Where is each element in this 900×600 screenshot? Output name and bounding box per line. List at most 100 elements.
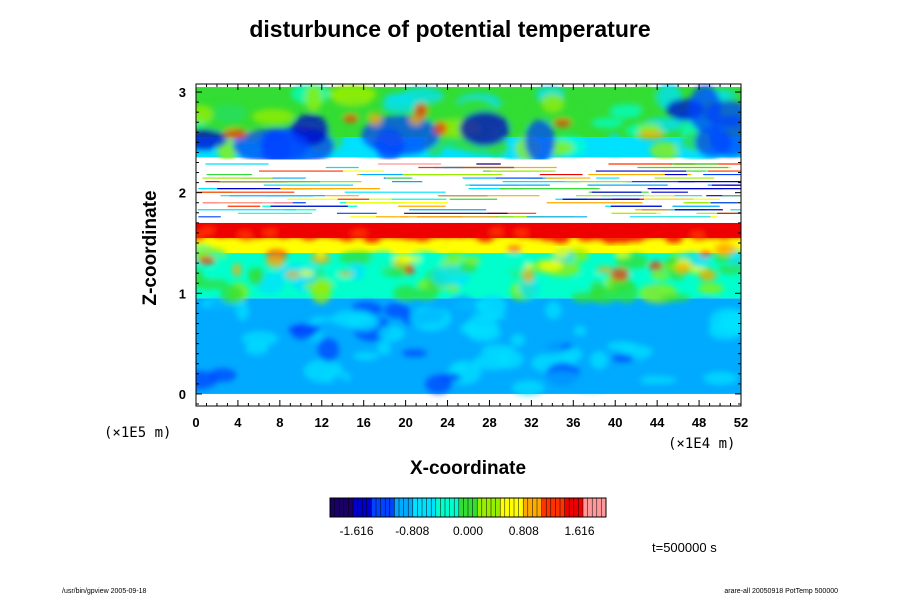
colorbar-cell [601, 498, 607, 517]
field-blob [698, 270, 717, 281]
colorbar-cell [422, 498, 427, 517]
field-blob [635, 375, 677, 385]
field-blob [562, 347, 583, 362]
field-blob [401, 349, 428, 357]
field-blob [196, 268, 204, 286]
colorbar-cell [435, 498, 441, 517]
stripe-blob [451, 227, 470, 238]
colorbar-cell [514, 498, 519, 517]
colorbar-tick-label: -0.808 [395, 524, 429, 538]
colorbar-cell [454, 498, 460, 517]
colorbar-frame [329, 497, 607, 518]
field-blob [610, 267, 630, 282]
y-axis-label: Z-coordinate [140, 190, 161, 306]
field-blob [331, 309, 375, 328]
colorbar-cell [445, 498, 450, 517]
field-blob [697, 283, 724, 294]
stripe-blob [664, 233, 683, 244]
stripe-blob [476, 232, 495, 243]
colorbar-tick-label: -1.616 [339, 524, 373, 538]
field-blob [414, 102, 428, 118]
colorbar-cell [380, 498, 386, 517]
field-blob [265, 254, 286, 268]
stripe-blob [564, 226, 583, 237]
colorbar-cell [481, 498, 487, 517]
field-blob [196, 370, 218, 390]
colorbar-cell [541, 498, 547, 517]
colorbar-cell [564, 498, 570, 517]
colorbar-cell [491, 498, 496, 517]
field-blob [719, 243, 729, 256]
colorbar-cell [366, 498, 372, 517]
heatmap-field [196, 84, 741, 396]
x-tick-label: 24 [440, 415, 455, 430]
field-blob [524, 262, 535, 270]
field-blob [634, 86, 655, 108]
colorbar-cell [394, 498, 400, 517]
field-blob [447, 339, 483, 359]
colorbar-tick-label: 1.616 [564, 524, 594, 538]
colorbar-cell [440, 498, 446, 517]
field-blob [348, 262, 366, 281]
colorbar-cell [495, 498, 501, 517]
colorbar-cell [353, 498, 358, 517]
field-blob [353, 351, 380, 361]
field-blob [545, 301, 562, 320]
field-blob [621, 344, 654, 359]
colorbar-cell [555, 498, 561, 517]
y-tick-label: 2 [179, 186, 186, 201]
colorbar-cell [592, 498, 598, 517]
stripe-blob [363, 232, 382, 243]
field-blob [498, 251, 530, 275]
x-tick-label: 44 [650, 415, 665, 430]
field-blob [625, 360, 645, 386]
field-blob [409, 305, 452, 332]
x-tick-label: 8 [276, 415, 283, 430]
field-blob [508, 104, 528, 134]
field-blob [361, 115, 440, 155]
colorbar-cell [527, 498, 533, 517]
plot-area [196, 84, 741, 396]
colorbar-cell [560, 498, 565, 517]
field-blob [615, 317, 654, 344]
x-tick-label: 36 [566, 415, 580, 430]
field-blob [285, 270, 300, 279]
colorbar-cell [334, 498, 340, 517]
stripe-blob [727, 227, 741, 238]
field-blob [637, 130, 665, 140]
field-blob [198, 255, 216, 265]
field-blob [452, 362, 465, 376]
field-blob [316, 245, 326, 260]
colorbar-cell [523, 498, 529, 517]
field-blob [473, 353, 511, 371]
footer-right: arare-all 20050918 PotTemp 500000 [724, 588, 838, 595]
field-blob [702, 371, 738, 385]
field-blob [698, 251, 713, 258]
field-blob [519, 277, 540, 300]
x-tick-label: 4 [234, 415, 242, 430]
field-blob [596, 266, 614, 274]
time-annotation: t=500000 s [652, 540, 717, 555]
colorbar-cell [578, 498, 584, 517]
colorbar-cell [426, 498, 432, 517]
field-blob [614, 250, 631, 259]
field-blob [611, 354, 634, 364]
field-blob [553, 118, 572, 127]
x-tick-label: 16 [356, 415, 370, 430]
field-blob [650, 271, 670, 280]
field-blob [376, 341, 391, 355]
colorbar-cell [408, 498, 414, 517]
field-blob [196, 104, 213, 124]
footer-left: /usr/bin/gpview 2005-09-18 [62, 588, 147, 595]
field-blob [337, 271, 354, 277]
x-tick-label: 40 [608, 415, 622, 430]
field-blob [704, 100, 741, 127]
colorbar-cell [389, 498, 395, 517]
field-blob [573, 325, 587, 336]
x-tick-label: 0 [192, 415, 199, 430]
field-blob [718, 315, 741, 328]
field-blob [240, 366, 257, 389]
colorbar-cell [468, 498, 473, 517]
field-blob [219, 284, 244, 305]
field-blob [200, 101, 246, 131]
